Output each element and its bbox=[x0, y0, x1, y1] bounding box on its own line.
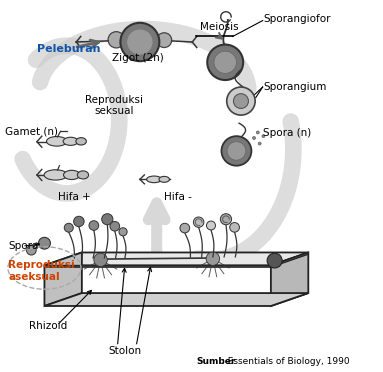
Text: Reproduksi
aseksual: Reproduksi aseksual bbox=[8, 260, 75, 282]
Circle shape bbox=[221, 136, 251, 166]
Text: Reproduksi
seksual: Reproduksi seksual bbox=[85, 95, 143, 116]
Ellipse shape bbox=[77, 171, 88, 179]
Circle shape bbox=[180, 223, 190, 233]
Ellipse shape bbox=[44, 170, 67, 180]
Polygon shape bbox=[44, 253, 82, 306]
Circle shape bbox=[207, 45, 243, 80]
Circle shape bbox=[193, 217, 204, 227]
Ellipse shape bbox=[147, 176, 162, 183]
Text: Sporangiofor: Sporangiofor bbox=[264, 14, 331, 24]
Circle shape bbox=[256, 131, 259, 134]
Circle shape bbox=[89, 221, 99, 230]
Circle shape bbox=[227, 142, 246, 160]
Circle shape bbox=[64, 223, 73, 232]
Circle shape bbox=[26, 246, 36, 255]
Circle shape bbox=[258, 142, 261, 145]
Text: Hifa -: Hifa - bbox=[164, 192, 192, 202]
Polygon shape bbox=[271, 253, 308, 306]
Circle shape bbox=[206, 252, 219, 265]
Circle shape bbox=[108, 32, 124, 48]
Circle shape bbox=[127, 29, 153, 55]
Polygon shape bbox=[44, 253, 308, 267]
Text: Meiosis: Meiosis bbox=[200, 22, 238, 32]
Circle shape bbox=[74, 216, 84, 227]
Polygon shape bbox=[44, 293, 308, 306]
Text: : Essentials of Biology, 1990: : Essentials of Biology, 1990 bbox=[222, 357, 350, 366]
Polygon shape bbox=[44, 253, 308, 265]
Ellipse shape bbox=[64, 170, 80, 180]
Text: Stolon: Stolon bbox=[108, 346, 141, 356]
Text: Gamet (n): Gamet (n) bbox=[5, 127, 58, 137]
Circle shape bbox=[262, 135, 265, 138]
Ellipse shape bbox=[46, 137, 67, 146]
Circle shape bbox=[230, 222, 239, 232]
Text: Hifa +: Hifa + bbox=[58, 192, 91, 202]
Text: Spora: Spora bbox=[8, 241, 39, 251]
Circle shape bbox=[38, 237, 51, 249]
Circle shape bbox=[267, 253, 282, 268]
Circle shape bbox=[94, 253, 107, 266]
Circle shape bbox=[102, 214, 113, 225]
Text: Spora (n): Spora (n) bbox=[264, 128, 312, 138]
Ellipse shape bbox=[159, 176, 169, 182]
Text: Sumber: Sumber bbox=[196, 357, 236, 366]
Text: Rhizoid: Rhizoid bbox=[29, 321, 68, 331]
Circle shape bbox=[220, 214, 232, 225]
Text: Zigot (2n): Zigot (2n) bbox=[112, 53, 164, 63]
Circle shape bbox=[157, 33, 172, 48]
Circle shape bbox=[110, 221, 119, 231]
Circle shape bbox=[119, 228, 127, 236]
Circle shape bbox=[227, 87, 255, 115]
Circle shape bbox=[234, 94, 249, 109]
Circle shape bbox=[252, 137, 255, 140]
Circle shape bbox=[214, 51, 236, 73]
Ellipse shape bbox=[63, 137, 78, 145]
Circle shape bbox=[206, 221, 216, 230]
Ellipse shape bbox=[76, 138, 86, 145]
Text: Peleburan: Peleburan bbox=[37, 44, 100, 54]
Text: Sporangium: Sporangium bbox=[264, 82, 327, 92]
Circle shape bbox=[120, 23, 159, 61]
